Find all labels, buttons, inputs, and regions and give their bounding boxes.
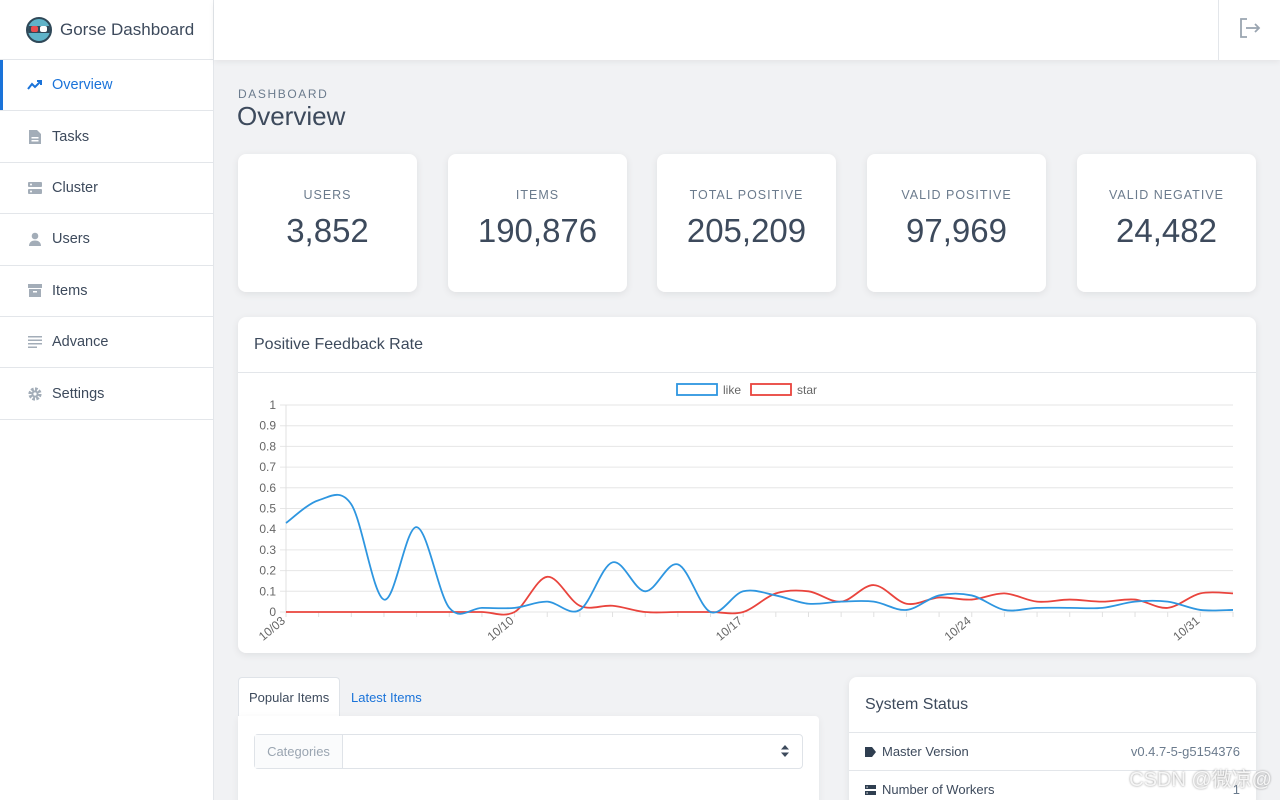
x-tick-label: 10/17: [713, 613, 745, 643]
legend-swatch-star: [750, 383, 792, 396]
archive-icon: [27, 283, 43, 299]
sidebar-item-label: Items: [52, 282, 88, 299]
stat-value: 190,876: [477, 212, 598, 249]
status-value: v0.4.7-5-g5154376: [1130, 744, 1240, 759]
x-tick-label: 10/10: [485, 613, 517, 643]
stat-value: 24,482: [1116, 212, 1217, 249]
tag-icon: [865, 746, 876, 757]
status-row-master-version: Master Version v0.4.7-5-g5154376: [849, 733, 1256, 771]
sidebar-item-overview[interactable]: Overview: [0, 60, 213, 112]
y-tick-label: 1: [269, 398, 276, 412]
sidebar-item-label: Settings: [52, 385, 105, 402]
y-tick-label: 0: [269, 605, 276, 619]
server-icon: [865, 784, 876, 795]
logout-button[interactable]: [1218, 0, 1280, 60]
sidebar-item-label: Cluster: [52, 179, 98, 196]
system-status-card: System Status Master Version v0.4.7-5-g5…: [849, 677, 1256, 800]
watermark: CSDN @微凉@: [1129, 769, 1272, 791]
status-value: 1: [1232, 782, 1240, 797]
sidebar: Gorse Dashboard Overview Tasks Cluster U…: [0, 0, 214, 800]
top-header: [214, 0, 1280, 60]
categories-select[interactable]: [343, 735, 802, 768]
system-status-title: System Status: [849, 677, 1256, 733]
stat-value: 205,209: [686, 212, 807, 249]
stat-label: VALID POSITIVE: [901, 188, 1012, 202]
server-icon: [27, 180, 43, 196]
sidebar-item-label: Advance: [52, 334, 109, 351]
y-tick-label: 0.4: [259, 522, 276, 536]
stat-card-valid-negative: VALID NEGATIVE 24,482: [1077, 154, 1256, 292]
stat-label: USERS: [303, 188, 352, 202]
logout-icon: [1239, 17, 1261, 43]
lines-icon: [27, 334, 43, 350]
status-label: Number of Workers: [882, 782, 995, 797]
series-line-like: [285, 494, 1234, 615]
stat-value: 3,852: [286, 212, 369, 249]
sidebar-item-tasks[interactable]: Tasks: [0, 111, 213, 163]
sort-arrows-icon: [780, 744, 790, 763]
sidebar-item-cluster[interactable]: Cluster: [0, 163, 213, 215]
sidebar-item-label: Users: [52, 231, 90, 248]
items-panel: Categories: [238, 716, 819, 800]
positive-feedback-chart-card: Positive Feedback Rate 0 0.1 0.2 0.3 0.4 0.5 0…: [238, 317, 1256, 653]
sidebar-item-label: Overview: [52, 77, 113, 94]
user-icon: [27, 231, 43, 247]
y-tick-label: 0.8: [259, 439, 276, 453]
legend-label-star: star: [797, 383, 817, 397]
trend-icon: [27, 77, 43, 93]
y-tick-label: 0.9: [259, 419, 276, 433]
chart-card-title: Positive Feedback Rate: [238, 317, 1256, 373]
brand-title: Gorse Dashboard: [60, 19, 195, 39]
y-tick-label: 0.5: [259, 502, 276, 516]
y-tick-label: 0.2: [259, 564, 276, 578]
sidebar-item-items[interactable]: Items: [0, 266, 213, 317]
sidebar-item-users[interactable]: Users: [0, 214, 213, 266]
sidebar-item-advance[interactable]: Advance: [0, 317, 213, 369]
sidebar-item-label: Tasks: [52, 128, 90, 145]
stat-label: ITEMS: [515, 188, 560, 202]
tab-popular-items[interactable]: Popular Items: [238, 677, 341, 717]
stat-label: VALID NEGATIVE: [1109, 188, 1224, 202]
y-tick-label: 0.1: [259, 584, 276, 598]
page-subtitle: DASHBOARD: [238, 87, 329, 101]
stat-card-valid-positive: VALID POSITIVE 97,969: [867, 154, 1046, 292]
stat-card-users: USERS 3,852: [238, 154, 417, 292]
x-tick-label: 10/31: [1170, 613, 1202, 643]
status-row-workers: Number of Workers 1: [849, 771, 1256, 800]
y-tick-label: 0.7: [259, 460, 276, 474]
y-tick-label: 0.6: [259, 481, 276, 495]
page-title: Overview: [237, 101, 346, 131]
file-icon: [27, 129, 43, 145]
gorse-logo-icon: [26, 16, 52, 43]
categories-filter: Categories: [254, 734, 803, 769]
brand[interactable]: Gorse Dashboard: [0, 0, 213, 60]
tab-latest-items[interactable]: Latest Items: [351, 689, 422, 705]
y-tick-label: 0.3: [259, 543, 276, 557]
series-line-star: [286, 575, 1234, 616]
gear-icon: [27, 386, 43, 402]
legend-swatch-like: [676, 383, 718, 396]
stat-label: TOTAL POSITIVE: [689, 188, 804, 202]
stat-value: 97,969: [906, 212, 1007, 249]
status-label: Master Version: [882, 744, 969, 759]
sidebar-item-settings[interactable]: Settings: [0, 368, 213, 420]
x-tick-label: 10/24: [942, 613, 974, 643]
stat-card-total-positive: TOTAL POSITIVE 205,209: [657, 154, 836, 292]
legend-label-like: like: [723, 383, 741, 397]
categories-label: Categories: [255, 735, 343, 768]
stat-card-items: ITEMS 190,876: [448, 154, 627, 292]
